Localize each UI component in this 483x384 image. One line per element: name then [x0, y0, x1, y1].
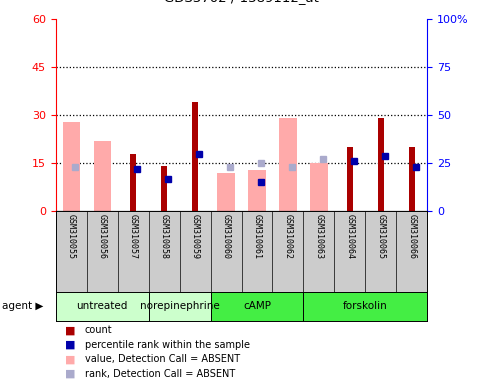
- Text: GSM310055: GSM310055: [67, 214, 75, 258]
- Bar: [192, 103, 198, 211]
- Text: GSM310060: GSM310060: [222, 214, 230, 258]
- Bar: [149, 292, 211, 321]
- Bar: [347, 147, 353, 211]
- Text: ■: ■: [65, 325, 76, 335]
- Text: GSM310059: GSM310059: [190, 214, 199, 258]
- Bar: [280, 118, 297, 211]
- Bar: [303, 292, 427, 321]
- Text: GSM310062: GSM310062: [284, 214, 293, 258]
- Bar: [378, 118, 384, 211]
- Text: untreated: untreated: [76, 301, 128, 311]
- Bar: [56, 292, 149, 321]
- Text: GSM310065: GSM310065: [376, 214, 385, 258]
- Text: norepinephrine: norepinephrine: [140, 301, 219, 311]
- Text: GSM310057: GSM310057: [128, 214, 138, 258]
- Bar: [217, 173, 235, 211]
- Text: ■: ■: [65, 354, 76, 364]
- Text: forskolin: forskolin: [343, 301, 388, 311]
- Bar: [161, 166, 167, 211]
- Text: GSM310058: GSM310058: [159, 214, 169, 258]
- Text: ■: ■: [65, 369, 76, 379]
- Bar: [62, 122, 80, 211]
- Bar: [211, 292, 303, 321]
- Text: cAMP: cAMP: [243, 301, 271, 311]
- Text: GSM310061: GSM310061: [253, 214, 261, 258]
- Bar: [409, 147, 415, 211]
- Text: GSM310063: GSM310063: [314, 214, 324, 258]
- Bar: [130, 154, 136, 211]
- Text: GSM310056: GSM310056: [98, 214, 107, 258]
- Text: GSM310066: GSM310066: [408, 214, 416, 258]
- Text: GDS3702 / 1389112_at: GDS3702 / 1389112_at: [164, 0, 319, 4]
- Text: ■: ■: [65, 340, 76, 350]
- Text: percentile rank within the sample: percentile rank within the sample: [85, 340, 250, 350]
- Text: GSM310064: GSM310064: [345, 214, 355, 258]
- Bar: [311, 163, 327, 211]
- Bar: [94, 141, 111, 211]
- Text: rank, Detection Call = ABSENT: rank, Detection Call = ABSENT: [85, 369, 235, 379]
- Bar: [248, 170, 266, 211]
- Text: count: count: [85, 325, 112, 335]
- Text: agent ▶: agent ▶: [2, 301, 44, 311]
- Text: value, Detection Call = ABSENT: value, Detection Call = ABSENT: [85, 354, 240, 364]
